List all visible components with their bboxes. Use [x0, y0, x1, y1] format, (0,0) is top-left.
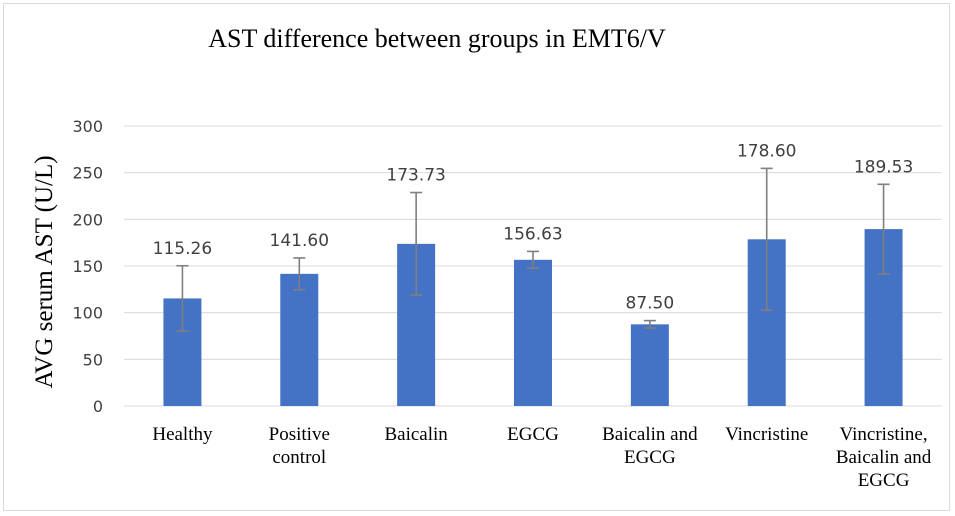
x-tick-label-0: Healthy: [152, 424, 213, 445]
bar-1: [280, 273, 319, 406]
chart-frame: [3, 3, 950, 511]
y-tick-label-3: 150: [72, 257, 103, 276]
data-label-3: 156.63: [503, 224, 562, 244]
y-tick-label-0: 0: [93, 397, 103, 416]
data-label-6: 189.53: [854, 157, 913, 177]
y-tick-label-1: 50: [83, 350, 103, 369]
x-tick-label-line: EGCG: [858, 470, 910, 491]
x-tick-label-3: EGCG: [507, 424, 559, 445]
y-tick-label-5: 250: [72, 164, 103, 183]
x-tick-label-6: Vincristine, Baicalin and EGCG: [836, 424, 932, 491]
x-tick-label-line: Baicalin and: [836, 447, 932, 468]
data-label-1: 141.60: [270, 231, 329, 251]
y-tick-label-4: 200: [72, 210, 103, 229]
x-tick-label-1: Positive control: [269, 424, 330, 468]
x-tick-label-2: Baicalin: [384, 424, 448, 445]
data-label-2: 173.73: [386, 166, 445, 186]
x-tick-label-4: Baicalin and EGCG: [602, 424, 698, 468]
x-tick-label-line: EGCG: [624, 447, 676, 468]
y-tick-label-6: 300: [72, 117, 103, 136]
bar-3: [514, 259, 552, 406]
data-label-5: 178.60: [737, 141, 796, 161]
data-label-4: 87.50: [626, 294, 675, 314]
y-axis-ticks: 0 50 100 150 200 250 300: [72, 117, 103, 416]
y-tick-label-2: 100: [72, 304, 103, 323]
x-tick-label-line: Positive: [269, 424, 330, 445]
x-tick-label-5: Vincristine: [725, 424, 808, 445]
error-bars: [176, 167, 890, 332]
x-tick-label-line: control: [272, 447, 326, 468]
y-axis-label: AVG serum AST (U/L): [31, 155, 58, 388]
gridlines: [124, 125, 942, 407]
data-labels: 115.26 141.60 173.73 156.63 87.50 178.60 189.5…: [153, 141, 914, 313]
x-tick-label-line: Vincristine,: [840, 424, 928, 445]
x-tick-label-line: Baicalin and: [602, 424, 698, 445]
x-tick-label-line: EGCG: [507, 424, 559, 445]
chart-title: AST difference between groups in EMT6/V: [208, 24, 666, 53]
bar-4: [630, 324, 669, 406]
data-label-0: 115.26: [153, 239, 212, 259]
x-tick-label-line: Vincristine: [725, 424, 808, 445]
x-tick-label-line: Healthy: [152, 424, 213, 445]
x-tick-label-line: Baicalin: [384, 424, 448, 445]
